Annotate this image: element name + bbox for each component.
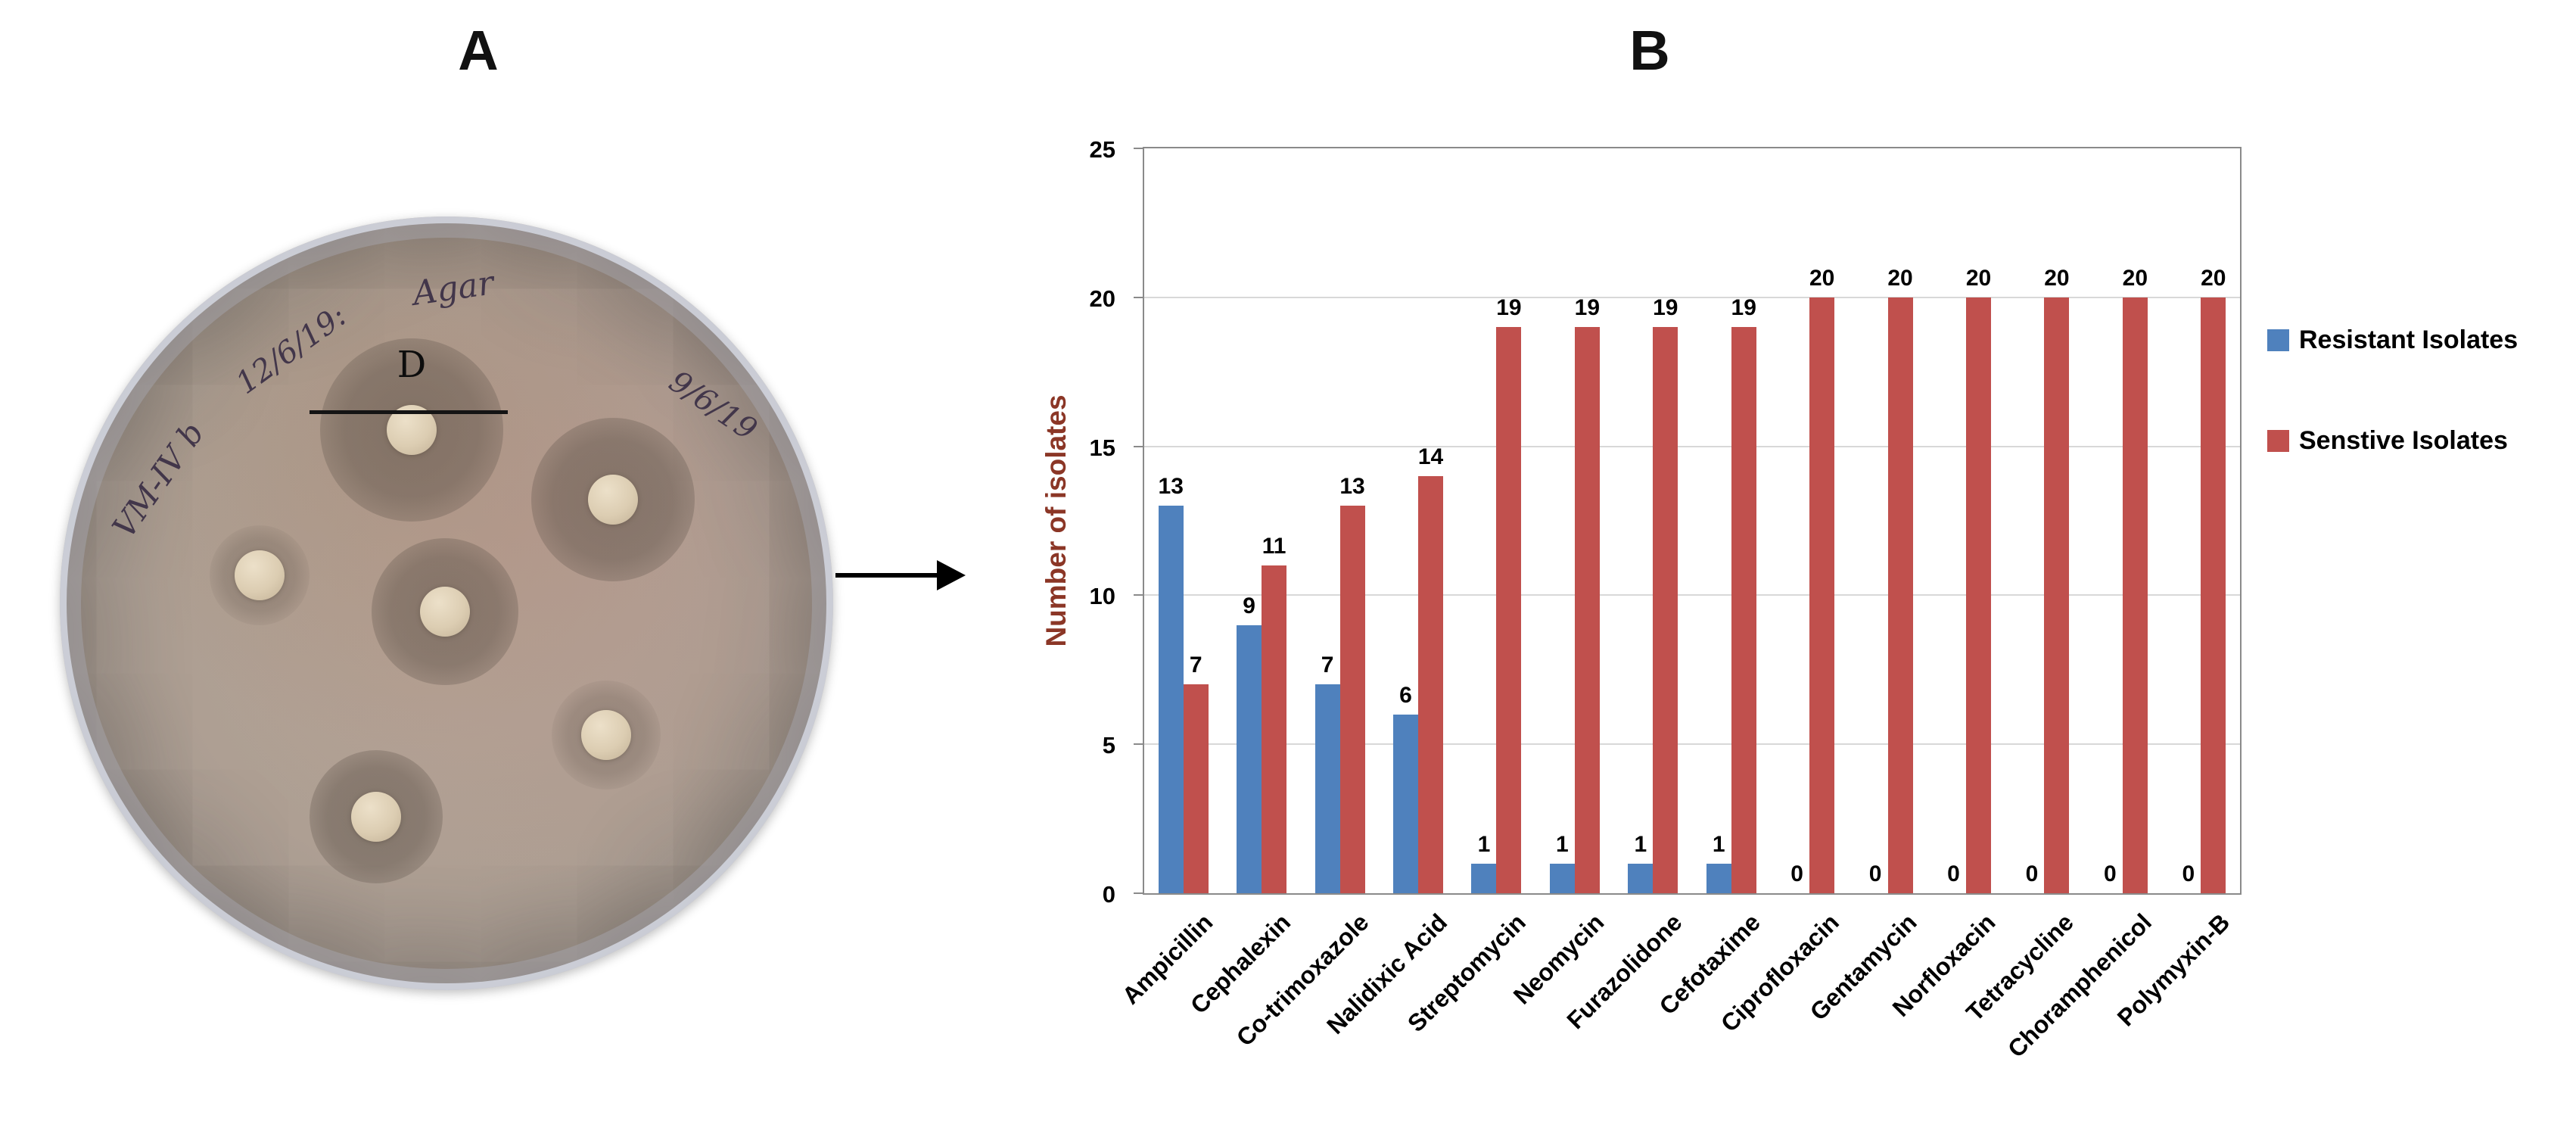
panel-b-label: B (1629, 19, 1670, 82)
sensitive-bar (1496, 327, 1522, 893)
bar-value-label: 20 (2044, 266, 2070, 291)
plot-area: 13 7 9 11 7 13 6 14 1 19 1 19 1 19 1 19 0 20 0 20 0 20 0 20 0 20 0… (1143, 147, 2242, 895)
y-tick-mark (1134, 892, 1144, 894)
antibiotic-disc (351, 792, 401, 842)
sensitive-bar (1966, 297, 1991, 893)
antibiotic-disc (588, 475, 638, 525)
y-axis: 0 5 10 15 20 25 (1052, 136, 1144, 908)
y-tick-label: 15 (1089, 434, 1115, 461)
bar-value-label: 0 (2182, 861, 2195, 886)
sensitive-bar (1887, 297, 1913, 893)
sensitive-bar (1809, 297, 1835, 893)
gridline (1144, 296, 2240, 298)
bar-value-label: 20 (1809, 266, 1835, 291)
bar-value-label: 19 (1653, 295, 1678, 320)
sensitive-bar (1574, 327, 1600, 893)
legend: Resistant Isolates Senstive Isolates (2267, 325, 2518, 527)
sensitive-bar (2122, 297, 2148, 893)
y-tick-label: 10 (1089, 583, 1115, 610)
bar-value-label: 13 (1339, 474, 1365, 499)
gridline (1144, 743, 2240, 746)
arrow-a-to-b (835, 560, 966, 590)
legend-item: Senstive Isolates (2267, 426, 2518, 456)
antibiotic-disc (581, 710, 631, 760)
sensitive-bar (2044, 297, 2070, 893)
bar-value-label: 11 (1262, 534, 1286, 559)
bar-value-label: 0 (1947, 861, 1960, 886)
y-tick-label: 0 (1102, 881, 1115, 908)
inhibition-zone (310, 750, 443, 883)
legend-swatch (2267, 329, 2289, 351)
y-tick-mark (1134, 148, 1144, 149)
resistant-bar (1706, 864, 1731, 893)
sensitive-bar (1339, 506, 1365, 893)
x-axis: Ampicillin Cephalexin Co-trimoxazole Nalidi… (1117, 895, 2242, 1140)
resistant-bar (1158, 506, 1184, 893)
bar-value-label: 1 (1556, 832, 1569, 857)
sensitive-bar (1418, 476, 1443, 893)
bar-value-label: 1 (1634, 832, 1647, 857)
resistant-bar (1628, 864, 1654, 893)
handwriting-date-right: 9/6/19 (662, 363, 764, 448)
inhibition-zone (531, 418, 695, 581)
resistant-bar (1549, 864, 1575, 893)
x-tick-label: Choramphenicol (2002, 908, 2158, 1063)
legend-swatch (2267, 430, 2289, 452)
petri-dish-photo: VM-IV b 12/6/19: Agar 9/6/19 D (60, 216, 833, 990)
y-tick-label: 5 (1102, 732, 1115, 759)
bar-value-label: 20 (2122, 266, 2148, 291)
bar-value-label: 7 (1189, 653, 1202, 677)
bar-value-label: 0 (2025, 861, 2039, 886)
zone-diameter-label: D (397, 344, 427, 386)
sensitive-bar (1183, 684, 1209, 893)
zone-diameter-line (310, 410, 508, 414)
handwriting-agar: Agar (410, 263, 496, 313)
bar-value-label: 20 (2201, 266, 2226, 291)
bar-value-label: 1 (1477, 832, 1491, 857)
inhibition-zone (372, 538, 518, 685)
bar-value-label: 6 (1399, 683, 1412, 708)
handwriting-sample-id: VM-IV b (104, 415, 212, 545)
y-tick-mark (1134, 743, 1144, 746)
sensitive-bar (1262, 565, 1287, 893)
y-tick-label: 25 (1089, 136, 1115, 163)
y-tick-mark (1134, 296, 1144, 298)
inhibition-zone (210, 525, 310, 625)
bar-value-label: 7 (1321, 653, 1334, 677)
legend-item: Resistant Isolates (2267, 325, 2518, 355)
bar-value-label: 20 (1887, 266, 1913, 291)
antibiotic-disc (235, 550, 285, 600)
bar-value-label: 0 (2104, 861, 2117, 886)
bar-value-label: 19 (1496, 295, 1522, 320)
bar-value-label: 13 (1158, 474, 1184, 499)
antibiotic-disc (420, 587, 470, 637)
bar-value-label: 0 (1868, 861, 1882, 886)
bar-value-label: 1 (1712, 832, 1725, 857)
sensitive-bar (1653, 327, 1678, 893)
bar-value-label: 14 (1417, 444, 1444, 469)
resistant-bar (1314, 684, 1340, 893)
y-tick-label: 20 (1089, 285, 1115, 312)
resistant-bar (1237, 625, 1262, 893)
sensitive-bar (2201, 297, 2226, 893)
gridline (1144, 445, 2240, 447)
gridline (1144, 594, 2240, 596)
panel-a-label: A (458, 19, 499, 82)
bar-value-label: 0 (1790, 861, 1803, 886)
bar-value-label: 19 (1731, 295, 1756, 320)
bar-value-label: 9 (1243, 593, 1255, 618)
y-tick-mark (1134, 445, 1144, 447)
y-tick-mark (1134, 594, 1144, 596)
x-tick-label: Co-trimoxazole (1231, 908, 1375, 1051)
inhibition-zone (552, 681, 661, 790)
resistant-bar (1393, 715, 1418, 893)
legend-label: Senstive Isolates (2299, 426, 2508, 455)
sensitive-bar (1731, 327, 1756, 893)
resistant-bar (1471, 864, 1497, 893)
bar-value-label: 20 (1965, 266, 1992, 291)
legend-label: Resistant Isolates (2299, 325, 2518, 354)
bar-value-label: 19 (1574, 295, 1601, 320)
